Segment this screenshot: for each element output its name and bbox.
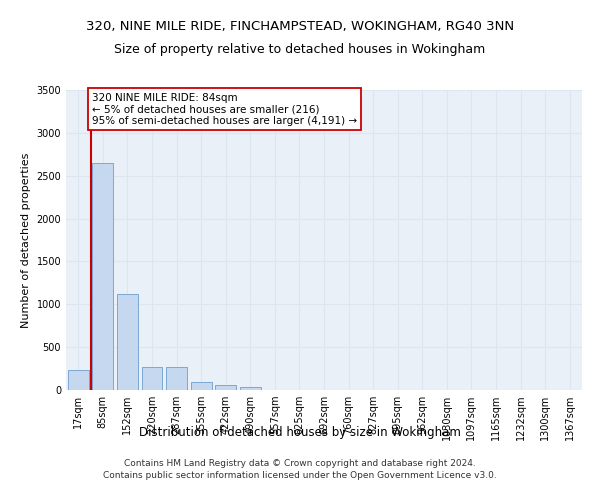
Bar [142, 367, 163, 390]
Y-axis label: Number of detached properties: Number of detached properties [21, 152, 31, 328]
Bar [215, 386, 236, 390]
Text: 320 NINE MILE RIDE: 84sqm
← 5% of detached houses are smaller (216)
95% of semi-: 320 NINE MILE RIDE: 84sqm ← 5% of detach… [92, 92, 357, 126]
Bar [117, 294, 138, 390]
Bar [240, 388, 261, 390]
Bar [92, 163, 113, 390]
Text: Size of property relative to detached houses in Wokingham: Size of property relative to detached ho… [115, 42, 485, 56]
Bar [166, 367, 187, 390]
Text: Distribution of detached houses by size in Wokingham: Distribution of detached houses by size … [139, 426, 461, 439]
Bar [191, 382, 212, 390]
Text: Contains HM Land Registry data © Crown copyright and database right 2024.
Contai: Contains HM Land Registry data © Crown c… [103, 458, 497, 480]
Bar [68, 370, 89, 390]
Text: 320, NINE MILE RIDE, FINCHAMPSTEAD, WOKINGHAM, RG40 3NN: 320, NINE MILE RIDE, FINCHAMPSTEAD, WOKI… [86, 20, 514, 33]
